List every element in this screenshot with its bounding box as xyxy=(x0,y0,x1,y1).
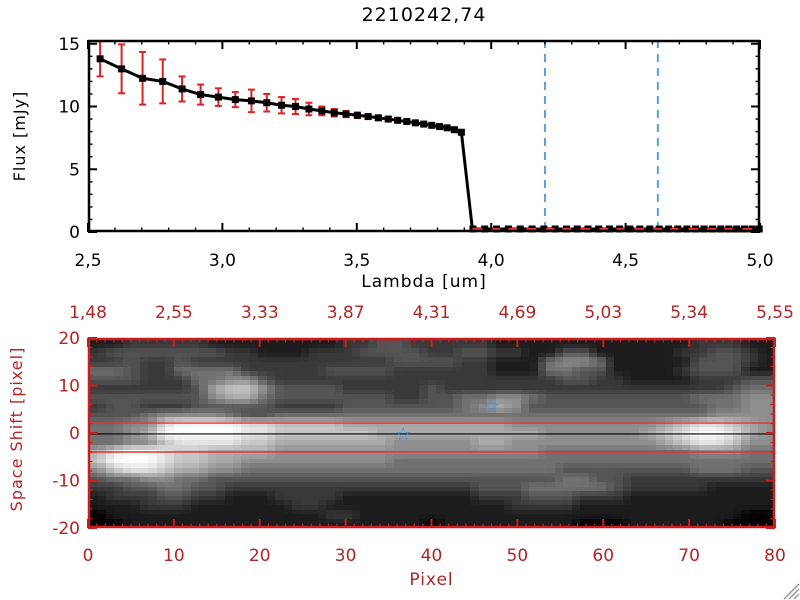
pixel-tick-label: 20 xyxy=(249,546,271,566)
zero-data-point xyxy=(605,225,613,233)
data-point xyxy=(411,119,419,127)
data-point xyxy=(278,101,286,109)
data-point xyxy=(374,114,382,122)
axis-ticks xyxy=(87,40,761,233)
y-tick-label: 15 xyxy=(58,35,80,55)
chart-title: 2210242,74 xyxy=(361,4,487,26)
image-axes-box xyxy=(87,337,776,529)
shift-tick-label: -10 xyxy=(52,472,80,492)
axes-box xyxy=(87,39,761,233)
wavelength-tick-label: 1,48 xyxy=(69,303,107,323)
pixel-tick-label: 0 xyxy=(83,546,94,566)
zero-data-point xyxy=(551,225,559,233)
data-point xyxy=(384,115,392,123)
x-tick-label: 4,5 xyxy=(612,251,639,271)
shift-tick-label: 10 xyxy=(58,377,80,397)
pixel-tick-label: 50 xyxy=(507,546,529,566)
data-point xyxy=(231,96,239,104)
shift-tick-label: 0 xyxy=(69,424,80,444)
data-point xyxy=(330,109,338,117)
x-tick-label: 5,0 xyxy=(746,251,773,271)
wavelength-tick-label: 5,55 xyxy=(756,303,794,323)
data-point xyxy=(159,77,167,85)
zero-data-point xyxy=(733,225,741,233)
x-tick-label: 2,5 xyxy=(74,251,101,271)
pixel-tick-label: 60 xyxy=(592,546,614,566)
space-shift-axis-label: Space Shift [pixel] xyxy=(7,346,26,512)
wavelength-tick-label: 5,34 xyxy=(670,303,708,323)
pixel-tick-label: 80 xyxy=(764,546,786,566)
star-marker: ☆ xyxy=(483,395,500,417)
data-point xyxy=(247,97,255,105)
data-point xyxy=(403,118,411,126)
pixel-tick-label: 10 xyxy=(163,546,185,566)
zero-data-point xyxy=(646,225,654,233)
data-point xyxy=(139,74,147,82)
data-point xyxy=(353,111,361,119)
x-tick-label: 3,5 xyxy=(343,251,370,271)
wavelength-tick-label: 3,33 xyxy=(241,303,279,323)
zero-data-point xyxy=(717,225,725,233)
image-panel xyxy=(87,337,776,529)
lambda-axis-label: Lambda [um] xyxy=(361,272,487,292)
data-point xyxy=(364,113,372,121)
wavelength-tick-label: 3,87 xyxy=(327,303,365,323)
data-point xyxy=(118,65,126,73)
data-point xyxy=(305,105,313,113)
shift-tick-label: -20 xyxy=(52,519,80,539)
wavelength-tick-label: 4,69 xyxy=(498,303,536,323)
data-point xyxy=(214,93,222,101)
shift-tick-label: 20 xyxy=(58,329,80,349)
zero-data-point xyxy=(540,225,548,233)
grip-line xyxy=(788,588,800,600)
wavelength-tick-label: 4,31 xyxy=(413,303,451,323)
pixel-axis-label: Pixel xyxy=(409,570,454,590)
pixel-tick-label: 30 xyxy=(335,546,357,566)
zero-data-point xyxy=(700,225,708,233)
data-point xyxy=(457,128,465,136)
data-point xyxy=(428,121,436,129)
data-point xyxy=(178,85,186,93)
flux-markers xyxy=(96,55,763,233)
image-axis-ticks xyxy=(87,337,776,529)
data-point xyxy=(443,124,451,132)
pixel-tick-label: 70 xyxy=(678,546,700,566)
y-tick-label: 5 xyxy=(69,160,80,180)
star-marker: ☆ xyxy=(395,423,412,445)
zero-data-point xyxy=(481,225,489,233)
data-point xyxy=(342,110,350,118)
data-point xyxy=(450,126,458,134)
grip-line xyxy=(783,583,800,600)
zero-data-point xyxy=(573,225,581,233)
spectrum-plot xyxy=(87,39,763,233)
x-tick-label: 4,0 xyxy=(478,251,505,271)
resize-grip[interactable] xyxy=(783,583,800,600)
data-point xyxy=(394,116,402,124)
x-tick-label: 3,0 xyxy=(209,251,236,271)
data-point xyxy=(96,55,104,63)
data-point xyxy=(197,91,205,99)
pixel-tick-label: 40 xyxy=(421,546,443,566)
data-point xyxy=(420,120,428,128)
data-point xyxy=(292,103,300,111)
zero-data-point xyxy=(683,225,691,233)
data-point xyxy=(318,107,326,115)
y-tick-label: 10 xyxy=(58,98,80,118)
data-point xyxy=(263,99,271,107)
zero-data-point xyxy=(516,225,524,233)
wavelength-tick-label: 2,55 xyxy=(155,303,193,323)
data-point xyxy=(436,123,444,131)
zero-data-point xyxy=(665,225,673,233)
wavelength-tick-label: 5,03 xyxy=(584,303,622,323)
grip-line xyxy=(793,593,800,600)
zero-data-point xyxy=(626,225,634,233)
y-tick-label: 0 xyxy=(69,223,80,243)
